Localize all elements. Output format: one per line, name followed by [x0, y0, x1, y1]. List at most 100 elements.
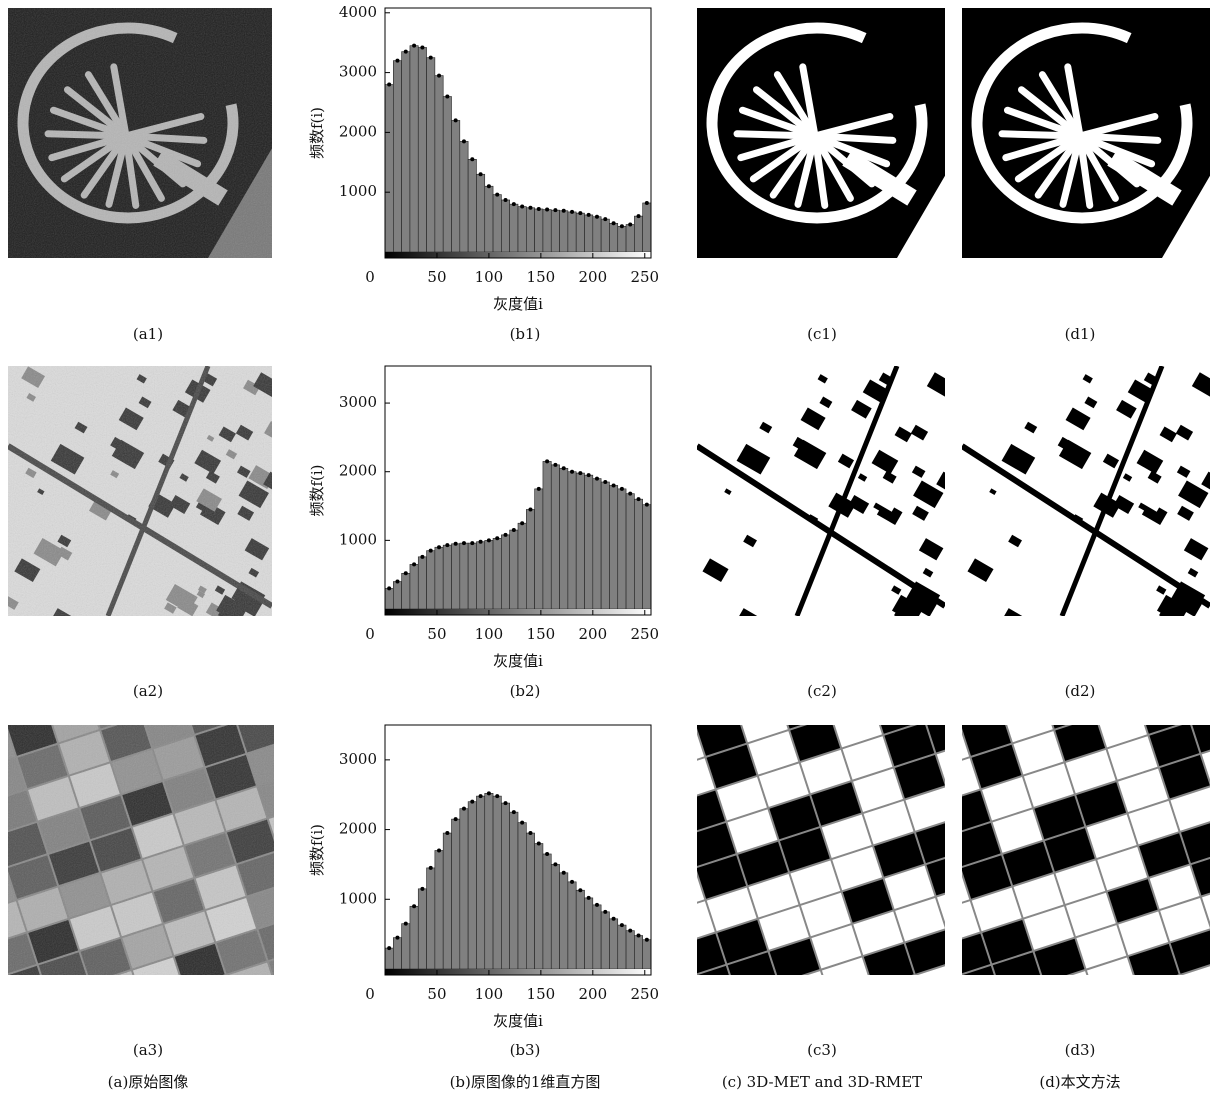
bar-top-dot: [454, 118, 458, 122]
bar: [468, 159, 476, 252]
bar-top-dot: [570, 880, 574, 884]
bar: [501, 803, 509, 969]
bar-top-dot: [445, 95, 449, 99]
x-tick-label: 200: [578, 625, 607, 643]
bar: [518, 207, 526, 252]
frond: [1002, 134, 1080, 136]
bar: [551, 465, 559, 609]
bar: [634, 499, 642, 609]
x-tick-label: 100: [475, 268, 504, 286]
bar: [601, 912, 609, 969]
bar: [526, 509, 534, 609]
bar-top-dot: [587, 473, 591, 477]
bar: [568, 472, 576, 609]
bar-top-dot: [578, 211, 582, 215]
bar: [402, 573, 410, 609]
bar: [560, 873, 568, 969]
field: [909, 980, 959, 1023]
bar-top-dot: [404, 571, 408, 575]
field: [279, 695, 329, 738]
caption: (d3): [1065, 1041, 1096, 1059]
bar: [460, 543, 468, 609]
y-tick-label: 1000: [339, 182, 377, 200]
x-tick-label: 150: [527, 625, 556, 643]
bar: [402, 52, 410, 252]
figure: 1000200030004000050100150200250频数f(i)灰度值…: [0, 0, 1212, 1097]
bar: [443, 833, 451, 969]
bar: [418, 557, 426, 609]
bar: [568, 882, 576, 969]
x-tick-label: 150: [527, 985, 556, 1003]
y-tick-label: 4000: [339, 3, 377, 21]
bar: [576, 213, 584, 252]
image: [0, 631, 403, 1088]
bar: [385, 588, 393, 609]
caption: (b3): [510, 1041, 541, 1059]
bar: [402, 924, 410, 969]
bar: [543, 461, 551, 609]
bar-top-dot: [395, 59, 399, 63]
field: [290, 871, 340, 914]
bar: [576, 473, 584, 609]
bar-top-dot: [454, 817, 458, 821]
bar: [427, 551, 435, 609]
bar-top-dot: [429, 866, 433, 870]
bar: [634, 216, 642, 252]
bar-top-dot: [537, 842, 541, 846]
field: [143, 990, 193, 1033]
bar-top-dot: [620, 487, 624, 491]
bar: [601, 482, 609, 609]
x-axis-label: 灰度值i: [493, 295, 543, 313]
bar-top-dot: [387, 83, 391, 87]
bar: [485, 186, 493, 252]
x-tick-label: 0: [365, 268, 375, 286]
bar: [418, 889, 426, 969]
field: [947, 631, 997, 674]
field: [1003, 985, 1053, 1028]
bar: [535, 844, 543, 969]
bar-top-dot: [420, 555, 424, 559]
field: [920, 1012, 970, 1055]
field: [665, 1044, 715, 1087]
column-label: (a)原始图像: [108, 1073, 189, 1091]
bar: [385, 85, 393, 252]
caption: (d1): [1065, 325, 1096, 343]
caption: (b1): [510, 325, 541, 343]
bar-top-dot: [504, 801, 508, 805]
bar: [510, 530, 518, 609]
bar-top-dot: [578, 888, 582, 892]
image: [8, 8, 278, 258]
bar: [535, 489, 543, 609]
field: [581, 786, 631, 829]
bar-top-dot: [429, 549, 433, 553]
field: [1181, 677, 1212, 720]
bar-top-dot: [470, 157, 474, 161]
bar: [543, 854, 551, 969]
bar: [393, 938, 401, 969]
bar: [452, 120, 460, 252]
column-label: (c) 3D-MET and 3D-RMET: [722, 1073, 922, 1091]
bar: [634, 936, 642, 969]
bar-top-dot: [587, 896, 591, 900]
bar-top-dot: [578, 471, 582, 475]
bar-top-dot: [470, 800, 474, 804]
bar: [626, 931, 634, 969]
field: [961, 998, 1011, 1041]
field: [0, 837, 5, 880]
y-tick-label: 2000: [339, 820, 377, 838]
bar: [418, 47, 426, 252]
field: [863, 658, 913, 701]
field: [707, 1031, 757, 1074]
field: [958, 663, 1008, 706]
bar-top-dot: [445, 831, 449, 835]
x-tick-label: 50: [427, 625, 446, 643]
bar-top-dot: [512, 810, 516, 814]
bar: [643, 940, 651, 969]
bar-top-dot: [412, 562, 416, 566]
bar: [535, 209, 543, 252]
field: [269, 663, 319, 706]
bar-top-dot: [462, 807, 466, 811]
field: [655, 1012, 705, 1055]
bar: [585, 215, 593, 252]
field: [738, 985, 788, 1028]
